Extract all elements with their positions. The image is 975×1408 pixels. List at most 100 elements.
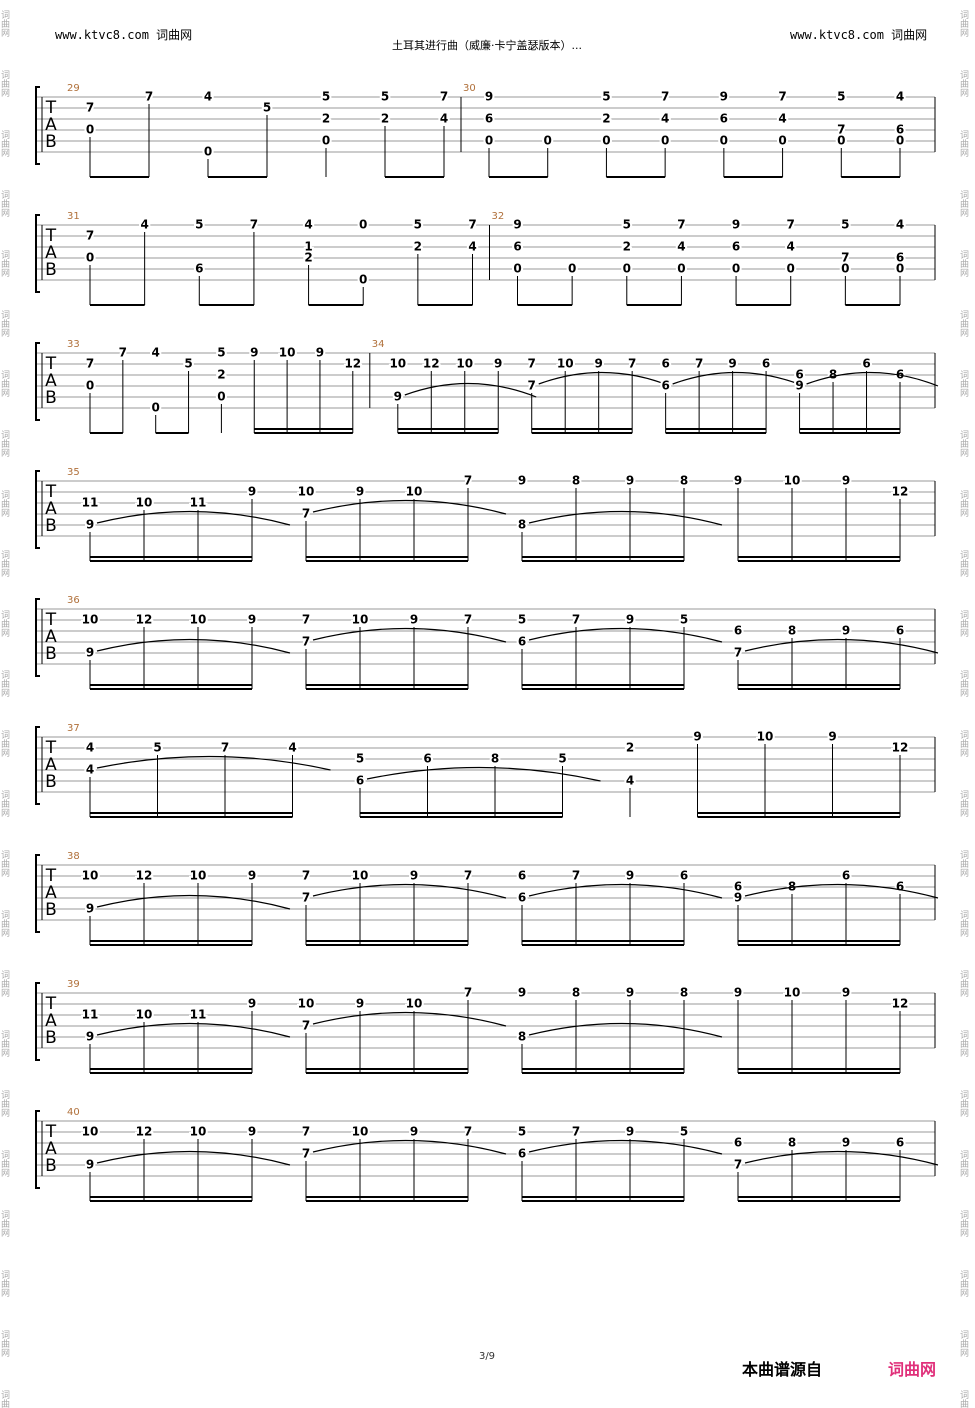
fret-number: 9 xyxy=(86,1158,94,1172)
bracket xyxy=(35,854,40,933)
fret-number: 7 xyxy=(302,891,310,905)
fret-number: 7 xyxy=(86,101,94,115)
fret-number: 9 xyxy=(626,613,634,627)
fret-number: 9 xyxy=(626,474,634,488)
tab-letter: A xyxy=(45,1011,57,1031)
watermark: 词曲网 xyxy=(958,370,969,398)
fret-number: 9 xyxy=(316,346,324,360)
fret-number: 6 xyxy=(661,357,669,371)
bracket xyxy=(35,214,40,293)
watermark: 词曲网 xyxy=(0,790,10,818)
fret-number: 7 xyxy=(464,1125,472,1139)
fret-number: 10 xyxy=(82,613,99,627)
measure-number: 38 xyxy=(67,851,80,862)
fret-number: 6 xyxy=(862,357,870,371)
fret-number: 7 xyxy=(302,1019,310,1033)
fret-number: 7 xyxy=(86,357,94,371)
watermark: 词曲网 xyxy=(958,610,969,638)
fret-number: 7 xyxy=(661,90,669,104)
slur xyxy=(672,371,805,387)
fret-number: 6 xyxy=(485,112,493,126)
slur xyxy=(528,627,723,643)
fret-number: 10 xyxy=(757,730,774,744)
fret-number: 7 xyxy=(464,986,472,1000)
site-right: www.ktvc8.com 词曲网 xyxy=(790,28,927,42)
tab-letter: A xyxy=(45,115,57,135)
fret-number: 4 xyxy=(440,112,448,126)
fret-number: 7 xyxy=(572,869,580,883)
fret-number: 9 xyxy=(842,986,850,1000)
fret-number: 7 xyxy=(572,613,580,627)
fret-number: 5 xyxy=(518,1125,526,1139)
watermark: 词曲网 xyxy=(958,670,969,698)
watermark: 词曲网 xyxy=(0,1210,10,1238)
fret-number: 7 xyxy=(440,90,448,104)
fret-number: 9 xyxy=(410,1125,418,1139)
fret-number: 9 xyxy=(248,869,256,883)
watermark: 词曲网 xyxy=(958,10,969,38)
fret-number: 6 xyxy=(762,357,770,371)
tab-letter: B xyxy=(45,900,57,920)
tab-letter: T xyxy=(45,738,57,758)
slur xyxy=(366,766,601,782)
fret-number: 4 xyxy=(787,240,795,254)
tab-letter: B xyxy=(45,516,57,536)
fret-number: 9 xyxy=(626,869,634,883)
fret-number: 10 xyxy=(406,997,423,1011)
fret-number: 4 xyxy=(626,774,634,788)
watermark: 词曲网 xyxy=(0,1150,10,1178)
fret-number: 8 xyxy=(680,474,688,488)
fret-number: 6 xyxy=(896,251,904,265)
fret-number: 0 xyxy=(787,262,795,276)
fret-number: 10 xyxy=(136,1008,153,1022)
fret-number: 4 xyxy=(661,112,669,126)
watermark: 词曲网 xyxy=(0,1270,10,1298)
measure-number: 31 xyxy=(67,211,80,222)
fret-number: 9 xyxy=(842,1136,850,1150)
fret-number: 12 xyxy=(136,869,153,883)
fret-number: 5 xyxy=(356,752,364,766)
fret-number: 7 xyxy=(302,1125,310,1139)
fret-number: 0 xyxy=(778,134,786,148)
slur xyxy=(312,1139,507,1155)
fret-number: 7 xyxy=(841,251,849,265)
watermark: 词曲网 xyxy=(958,1390,969,1408)
watermark: 词曲网 xyxy=(0,1090,10,1118)
tab-letter: A xyxy=(45,755,57,775)
fret-number: 10 xyxy=(352,1125,369,1139)
fret-number: 4 xyxy=(152,346,160,360)
fret-number: 0 xyxy=(217,390,225,404)
watermark: 词曲网 xyxy=(0,1330,10,1358)
measure-number: 33 xyxy=(67,339,80,350)
fret-number: 10 xyxy=(82,1125,99,1139)
fret-number: 7 xyxy=(464,613,472,627)
watermark: 词曲网 xyxy=(958,1270,969,1298)
fret-number: 10 xyxy=(784,986,801,1000)
fret-number: 4 xyxy=(204,90,212,104)
watermark: 词曲网 xyxy=(958,1210,969,1238)
slur xyxy=(404,382,537,398)
fret-number: 9 xyxy=(720,90,728,104)
fret-number: 7 xyxy=(86,229,94,243)
fret-number: 12 xyxy=(136,613,153,627)
fret-number: 6 xyxy=(518,891,526,905)
fret-number: 6 xyxy=(720,112,728,126)
fret-number: 6 xyxy=(896,624,904,638)
fret-number: 5 xyxy=(263,101,271,115)
tab-letter: A xyxy=(45,371,57,391)
watermark: 词曲网 xyxy=(0,550,10,578)
fret-number: 4 xyxy=(778,112,786,126)
slur xyxy=(528,1139,723,1155)
fret-number: 7 xyxy=(302,635,310,649)
bracket xyxy=(35,470,40,549)
tab-letter: B xyxy=(45,772,57,792)
watermark: 词曲网 xyxy=(958,130,969,158)
fret-number: 9 xyxy=(595,357,603,371)
fret-number: 9 xyxy=(842,474,850,488)
fret-number: 6 xyxy=(732,240,740,254)
slur xyxy=(96,755,331,771)
fret-number: 0 xyxy=(544,134,552,148)
fret-number: 5 xyxy=(602,90,610,104)
